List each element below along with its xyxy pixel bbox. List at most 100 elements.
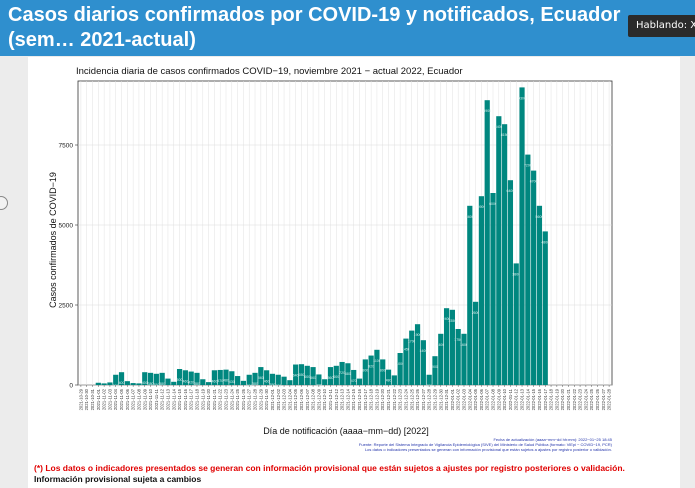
x-tick-label: 2021-11-20 xyxy=(206,388,211,410)
slide-body: Incidencia diaria de casos confirmados C… xyxy=(28,57,680,488)
bar xyxy=(275,374,281,385)
bar xyxy=(205,382,212,385)
x-tick-label: 2021-12-20 xyxy=(380,388,385,410)
bar xyxy=(188,371,194,385)
x-tick-label: 2021-11-21 xyxy=(212,388,217,410)
x-tick-label: 2021-11-03 xyxy=(107,388,112,410)
bar-value-label: 1400 xyxy=(419,349,427,353)
x-tick-label: 2022-01-18 xyxy=(549,388,554,410)
x-tick-label: 2022-01-20 xyxy=(560,388,565,410)
source-line: Fecha de actualización (aaaa−mm−dd hh:mm… xyxy=(493,437,612,442)
x-tick-label: 2021-12-19 xyxy=(374,388,379,410)
x-tick-label: 2021-11-25 xyxy=(235,388,240,410)
bar xyxy=(130,383,136,385)
bar xyxy=(142,372,148,385)
bar xyxy=(385,369,392,385)
bar xyxy=(147,372,154,385)
footnote-subject-to-change: Información provisional sujeta a cambios xyxy=(34,474,202,484)
bar-value-label: 1600 xyxy=(460,343,468,347)
x-tick-label: 2021-11-05 xyxy=(119,388,124,410)
x-tick-label: 2021-11-10 xyxy=(148,388,153,410)
bar xyxy=(461,333,467,385)
x-tick-label: 2021-12-10 xyxy=(322,388,327,410)
bar-value-label: 640 xyxy=(293,374,299,378)
x-tick-label: 2022-01-12 xyxy=(514,388,519,410)
bar-value-label: 7200 xyxy=(524,164,532,168)
bar-value-label: 350 xyxy=(270,383,276,387)
x-tick-label: 2021-12-13 xyxy=(340,388,345,410)
bar xyxy=(531,170,537,385)
bar xyxy=(211,370,218,385)
x-tick-label: 2021-11-12 xyxy=(160,388,165,410)
x-tick-label: 2022-01-19 xyxy=(554,388,559,410)
x-tick-label: 2021-11-08 xyxy=(136,388,141,410)
x-tick-label: 2021-11-30 xyxy=(264,388,269,410)
bar xyxy=(182,370,188,385)
y-axis-label: Casos confirmados de COVID−19 xyxy=(48,172,58,308)
bar xyxy=(467,205,473,385)
bar xyxy=(252,372,258,385)
bar-value-label: 1900 xyxy=(414,333,422,337)
x-tick-label: 2021-11-15 xyxy=(177,388,182,410)
x-tick-label: 2021-11-06 xyxy=(125,388,130,410)
x-axis-label: Día de notificación (aaaa−mm−dd) [2022] xyxy=(263,426,429,436)
x-tick-label: 2021-11-26 xyxy=(241,388,246,410)
bar-value-label: 400 xyxy=(142,381,148,385)
bar xyxy=(316,374,322,385)
bar xyxy=(153,373,159,385)
bar-value-label: 5600 xyxy=(466,215,474,219)
x-tick-label: 2022-01-10 xyxy=(502,388,507,410)
x-tick-label: 2021-12-31 xyxy=(444,388,449,410)
x-tick-label: 2021-11-16 xyxy=(183,388,188,410)
x-tick-label: 2022-01-03 xyxy=(461,388,466,410)
x-tick-label: 2021-12-17 xyxy=(363,388,368,410)
bar xyxy=(432,356,438,385)
bar xyxy=(455,329,461,385)
bar-value-label: 1700 xyxy=(408,340,416,344)
bar xyxy=(542,231,548,385)
bar xyxy=(525,154,531,385)
bar-value-label: 720 xyxy=(339,371,345,375)
bar xyxy=(345,363,351,385)
x-tick-label: 2022-01-23 xyxy=(578,388,583,410)
x-tick-label: 2022-01-26 xyxy=(595,388,600,410)
x-tick-label: 2021-11-23 xyxy=(224,388,229,410)
bar xyxy=(136,383,142,385)
x-tick-label: 2022-01-02 xyxy=(456,388,461,410)
bar xyxy=(298,364,305,385)
x-tick-label: 2022-01-16 xyxy=(537,388,542,410)
bar xyxy=(258,367,264,385)
bar-value-label: 1600 xyxy=(437,343,445,347)
bar-value-label: 5900 xyxy=(478,205,486,209)
bar xyxy=(310,367,316,385)
x-tick-label: 2022-01-14 xyxy=(525,388,530,410)
bar-value-label: 500 xyxy=(177,378,183,382)
bar-value-label: 400 xyxy=(119,381,125,385)
bar xyxy=(496,116,502,385)
bar xyxy=(304,365,310,385)
bar xyxy=(426,374,432,385)
bar-value-label: 380 xyxy=(159,382,165,386)
bar-value-label: 460 xyxy=(211,379,217,383)
bar xyxy=(229,371,235,385)
bar-value-label: 480 xyxy=(386,379,392,383)
bar xyxy=(118,372,125,385)
bar-value-label: 6000 xyxy=(489,202,497,206)
bar xyxy=(507,180,514,385)
x-tick-label: 2022-01-28 xyxy=(607,388,612,410)
x-tick-label: 2021-11-07 xyxy=(131,388,136,410)
bar-value-label: 460 xyxy=(264,379,270,383)
bar-value-label: 1100 xyxy=(373,359,381,363)
x-tick-label: 2021-11-17 xyxy=(189,388,194,410)
bar-value-label: 4800 xyxy=(541,240,549,244)
bar-value-label: 460 xyxy=(182,379,188,383)
source-line: Los datos o indicadores presentados se g… xyxy=(365,447,612,452)
x-tick-label: 2021-11-11 xyxy=(154,388,159,409)
bar-value-label: 380 xyxy=(252,382,258,386)
bar-value-label: 800 xyxy=(362,368,368,372)
bar-value-label: 650 xyxy=(299,373,305,377)
bar xyxy=(246,374,252,385)
bar xyxy=(420,340,426,385)
bar-value-label: 8400 xyxy=(495,125,503,129)
